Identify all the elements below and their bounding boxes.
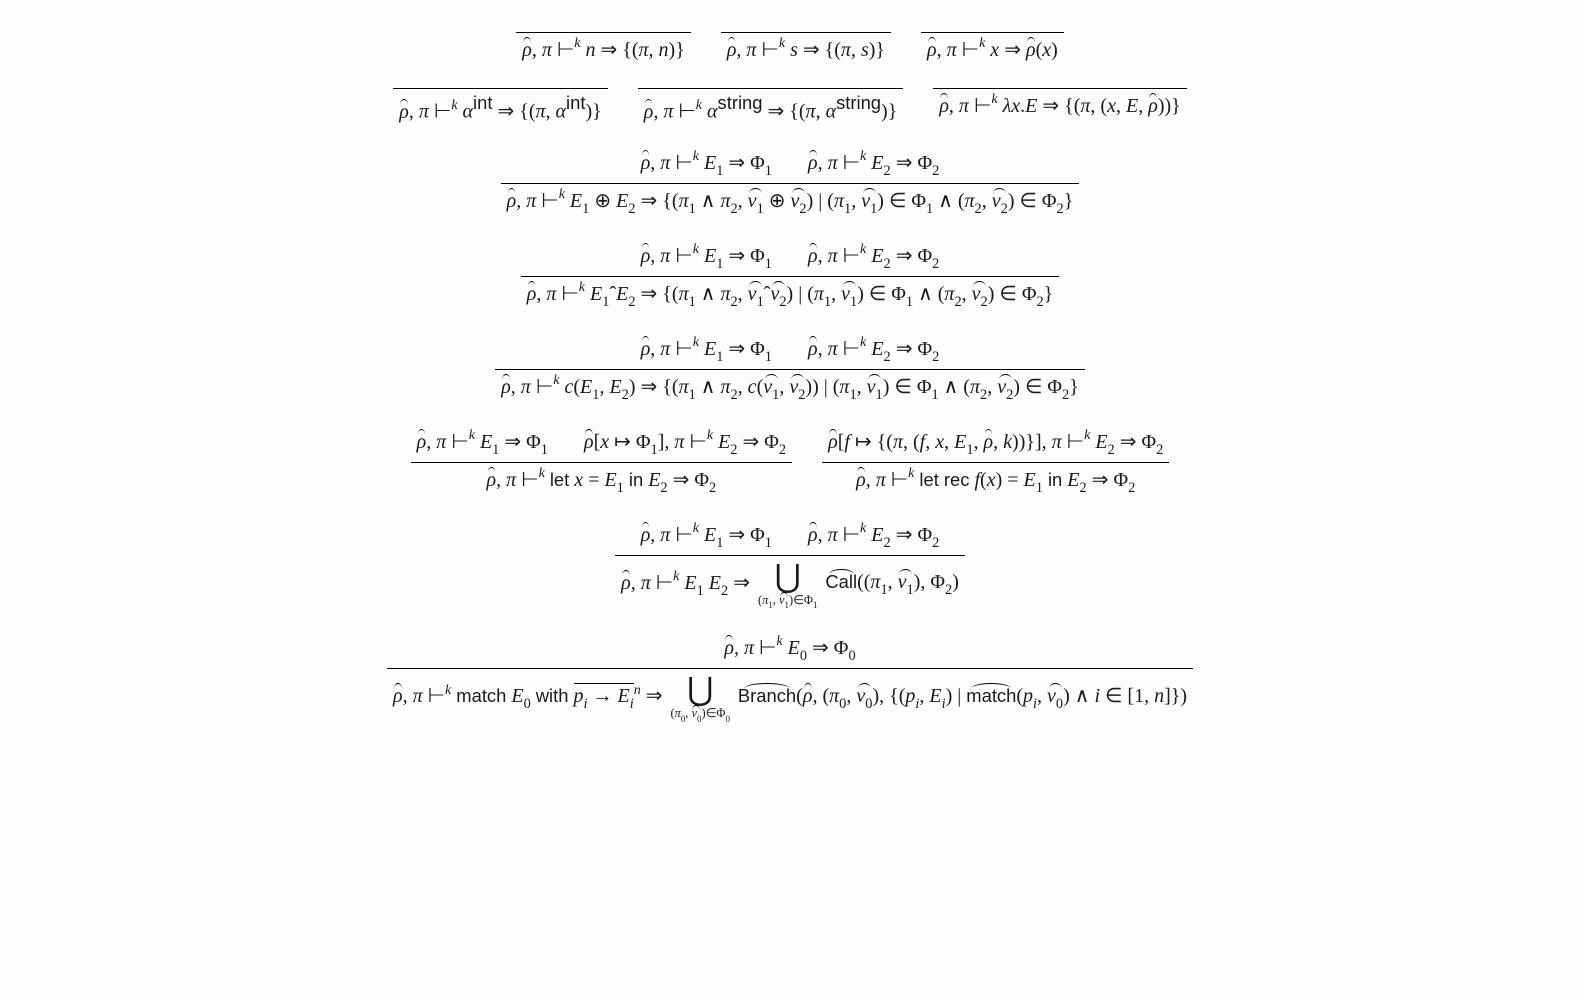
rule-let-rec: ρ[f ↦ {(π, (f, x, E1, ρ, k))}], π ⊢k E2 … — [822, 427, 1169, 498]
branch-label: Branch — [738, 685, 796, 706]
rule-var: ρ, π ⊢k x ⇒ ρ(x) — [921, 30, 1064, 64]
rule-app: ρ, π ⊢k E1 ⇒ Φ1 ρ, π ⊢k E2 ⇒ Φ2 ρ, π ⊢k … — [615, 520, 965, 611]
label-int-2: int — [566, 92, 585, 113]
rule-concat: ρ, π ⊢k E1 ⇒ Φ1 ρ, π ⊢k E2 ⇒ Φ2 ρ, π ⊢k … — [521, 241, 1060, 312]
call-label: Call — [825, 571, 857, 592]
rule-match: ρ, π ⊢k E0 ⇒ Φ0 ρ, π ⊢k match E0 with pi… — [387, 633, 1193, 724]
rule-row-3: ρ, π ⊢k E1 ⇒ Φ1 ρ, π ⊢k E2 ⇒ Φ2 ρ, π ⊢k … — [501, 148, 1080, 219]
rule-alpha-string: ρ, π ⊢k αstring ⇒ {(π, αstring)} — [638, 86, 904, 126]
union-operator: ⋃ (π1, v1)∈Φ1 — [758, 560, 817, 609]
label-string: string — [718, 92, 763, 113]
rule-constructor: ρ, π ⊢k E1 ⇒ Φ1 ρ, π ⊢k E2 ⇒ Φ2 ρ, π ⊢k … — [495, 334, 1085, 405]
rule-row-5: ρ, π ⊢k E1 ⇒ Φ1 ρ, π ⊢k E2 ⇒ Φ2 ρ, π ⊢k … — [495, 334, 1085, 405]
rule-row-8: ρ, π ⊢k E0 ⇒ Φ0 ρ, π ⊢k match E0 with pi… — [387, 633, 1193, 724]
label-string-2: string — [836, 92, 881, 113]
inference-rules-figure: ρ, π ⊢k n ⇒ {(π, n)} ρ, π ⊢k s ⇒ {(π, s)… — [80, 30, 1500, 724]
rule-row-1: ρ, π ⊢k n ⇒ {(π, n)} ρ, π ⊢k s ⇒ {(π, s)… — [516, 30, 1064, 64]
label-int: int — [473, 92, 492, 113]
rule-int-literal: ρ, π ⊢k n ⇒ {(π, n)} — [516, 30, 691, 64]
rule-lambda: ρ, π ⊢k λx.E ⇒ {(π, (x, E, ρ))} — [933, 86, 1186, 126]
match-label: match — [966, 685, 1016, 706]
rule-row-4: ρ, π ⊢k E1 ⇒ Φ1 ρ, π ⊢k E2 ⇒ Φ2 ρ, π ⊢k … — [521, 241, 1060, 312]
union-operator-2: ⋃ (π0, v0)∈Φ0 — [670, 673, 729, 722]
rule-row-7: ρ, π ⊢k E1 ⇒ Φ1 ρ, π ⊢k E2 ⇒ Φ2 ρ, π ⊢k … — [615, 520, 965, 611]
rule-row-6: ρ, π ⊢k E1 ⇒ Φ1 ρ[x ↦ Φ1], π ⊢k E2 ⇒ Φ2 … — [411, 427, 1170, 498]
rule-alpha-int: ρ, π ⊢k αint ⇒ {(π, αint)} — [393, 86, 607, 126]
rule-string-literal: ρ, π ⊢k s ⇒ {(π, s)} — [721, 30, 891, 64]
rule-oplus: ρ, π ⊢k E1 ⇒ Φ1 ρ, π ⊢k E2 ⇒ Φ2 ρ, π ⊢k … — [501, 148, 1080, 219]
rule-let: ρ, π ⊢k E1 ⇒ Φ1 ρ[x ↦ Φ1], π ⊢k E2 ⇒ Φ2 … — [411, 427, 792, 498]
rule-row-2: ρ, π ⊢k αint ⇒ {(π, αint)} ρ, π ⊢k αstri… — [393, 86, 1186, 126]
